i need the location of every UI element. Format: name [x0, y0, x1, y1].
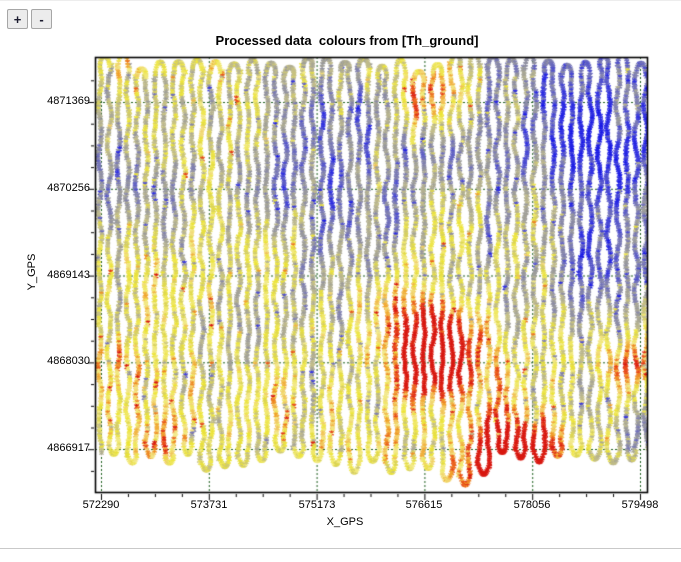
x-axis-tick-label: 576615: [405, 499, 443, 511]
chart-title: Processed data colours from [Th_ground]: [215, 33, 479, 48]
zoom-out-button[interactable]: -: [31, 9, 52, 29]
x-axis-tick-label: 572290: [82, 499, 120, 511]
y-axis-tick-label: 4870256: [47, 182, 90, 194]
y-axis-tick-label: 4868030: [47, 355, 90, 367]
y-axis-tick-label: 4869143: [47, 269, 90, 281]
y-axis-title: Y_GPS: [26, 253, 38, 291]
zoom-in-button[interactable]: +: [7, 9, 28, 29]
bottom-separator: [0, 548, 681, 549]
x-axis-tick-label: 573731: [190, 499, 228, 511]
y-axis-tick-label: 4866917: [47, 442, 90, 454]
x-axis-tick-label: 579498: [621, 499, 659, 511]
y-axis-tick-label: 4871369: [47, 95, 90, 107]
x-axis-tick-label: 575173: [298, 499, 336, 511]
x-axis-title: X_GPS: [326, 516, 364, 528]
x-axis-tick-label: 578056: [513, 499, 551, 511]
